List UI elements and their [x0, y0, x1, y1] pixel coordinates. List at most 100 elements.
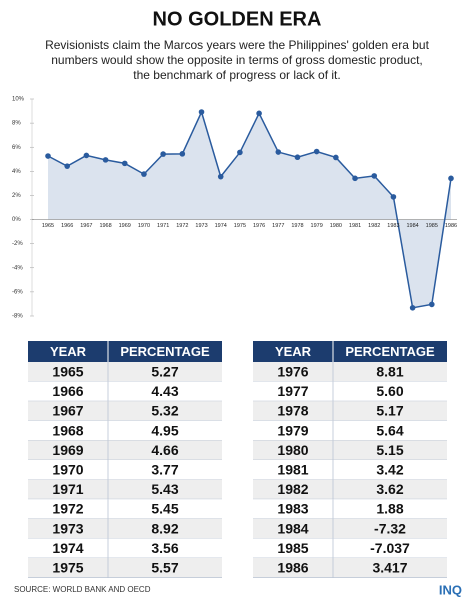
table-cell: 1973: [52, 520, 83, 536]
table-header: YEAR: [50, 344, 87, 359]
table-row-bg: [253, 362, 447, 382]
table-cell: 1984: [277, 520, 308, 536]
y-tick-label: -8%: [12, 314, 23, 320]
title: NO GOLDEN ERA: [153, 8, 322, 30]
point: [141, 171, 147, 177]
table-cell: 5.60: [376, 383, 403, 399]
x-tick-label: 1981: [349, 223, 361, 229]
table-cell: 4.43: [151, 383, 178, 399]
table-cell: 1976: [277, 364, 308, 380]
table-row-bg: [253, 518, 447, 539]
y-tick-label: 6%: [12, 145, 21, 151]
table-row-bg: [253, 401, 447, 421]
source: SOURCE: WORLD BANK AND OECD: [14, 585, 151, 594]
table-cell: 1981: [277, 462, 308, 478]
table-cell: 1.88: [376, 501, 403, 517]
x-tick-label: 1985: [426, 223, 438, 229]
x-tick-label: 1965: [42, 223, 54, 229]
x-tick-label: 1984: [406, 223, 418, 229]
x-tick-label: 1971: [157, 223, 169, 229]
x-tick-label: 1967: [80, 223, 92, 229]
y-tick-label: -4%: [12, 265, 23, 271]
table-cell: 3.77: [151, 462, 178, 478]
x-tick-label: 1975: [234, 223, 246, 229]
table-header: PERCENTAGE: [345, 344, 435, 359]
subtitle: numbers would show the opposite in terms…: [51, 53, 423, 67]
table-cell: 1971: [52, 481, 83, 497]
x-tick-label: 1986: [445, 223, 457, 229]
x-tick-label: 1973: [195, 223, 207, 229]
table-row-bg: [28, 538, 222, 558]
x-tick-label: 1972: [176, 223, 188, 229]
table-row-bg: [28, 479, 222, 500]
point: [64, 163, 70, 169]
point: [83, 152, 90, 159]
table-cell: 5.64: [376, 422, 403, 438]
x-tick-label: 1966: [61, 223, 73, 229]
table-cell: 3.62: [376, 481, 403, 497]
point: [179, 151, 186, 157]
table-cell: 1986: [277, 560, 308, 576]
y-tick-label: 4%: [12, 169, 21, 175]
table-cell: 4.66: [151, 442, 178, 458]
table-cell: 1965: [52, 364, 83, 380]
table-row-bg: [253, 381, 447, 402]
point: [429, 301, 435, 308]
table-cell: 3.42: [376, 462, 403, 478]
x-tick-label: 1979: [311, 223, 323, 229]
table-cell: 1967: [52, 403, 83, 419]
table-cell: -7.037: [370, 540, 410, 556]
x-tick-label: 1976: [253, 223, 265, 229]
y-tick-label: -6%: [12, 289, 23, 295]
point: [217, 173, 224, 180]
table-cell: 1980: [277, 442, 308, 458]
table-cell: 1972: [52, 501, 83, 517]
table-row-bg: [28, 420, 222, 441]
table-cell: 1966: [52, 383, 83, 399]
point: [102, 157, 109, 163]
point: [294, 154, 301, 161]
line: [47, 109, 452, 309]
table-cell: 4.95: [151, 422, 178, 438]
point: [275, 149, 282, 155]
point: [371, 173, 378, 179]
table-cell: 1968: [52, 422, 83, 438]
y-tick-label: 10%: [12, 97, 25, 103]
point: [121, 160, 128, 167]
table-row-bg: [253, 479, 447, 500]
point: [45, 153, 51, 159]
x-tick-label: 1969: [119, 223, 131, 229]
table-cell: 1983: [277, 501, 308, 517]
table-row-bg: [28, 362, 222, 382]
table-cell: 5.57: [151, 560, 178, 576]
table-cell: 8.81: [376, 364, 403, 380]
subtitle: Revisionists claim the Marcos years were…: [45, 38, 429, 52]
table-row-bg: [253, 538, 447, 558]
point: [198, 109, 205, 115]
table-cell: 5.17: [376, 403, 403, 419]
tables: YEAR PERCENTAGE 1965 5.27 1966 4.43 1967 5.32 19…: [28, 341, 447, 578]
x-tick-label: 1974: [215, 223, 227, 229]
logo: INQ: [439, 582, 462, 597]
point: [256, 110, 262, 117]
table-row-bg: [253, 499, 447, 519]
table-row-bg: [253, 420, 447, 441]
table-cell: 8.92: [151, 520, 178, 536]
point: [409, 305, 416, 311]
point: [313, 148, 320, 155]
point: [333, 154, 339, 161]
table-cell: 1978: [277, 403, 308, 419]
chart: 10% 8% 6% 4% 2% 0% -2% -4% -6% -8% 1965 1966 1967 196…: [12, 97, 457, 320]
table-header: PERCENTAGE: [120, 344, 210, 359]
table-cell: 1977: [277, 383, 308, 399]
point: [390, 194, 397, 200]
table-row-bg: [253, 558, 447, 578]
table-row-bg: [28, 401, 222, 421]
point: [448, 175, 454, 182]
table-row-bg: [253, 460, 447, 480]
x-tick-label: 1968: [99, 223, 111, 229]
point: [237, 149, 243, 156]
table-cell: 5.32: [151, 403, 178, 419]
point: [352, 175, 358, 182]
table-header-bg: [28, 341, 222, 362]
